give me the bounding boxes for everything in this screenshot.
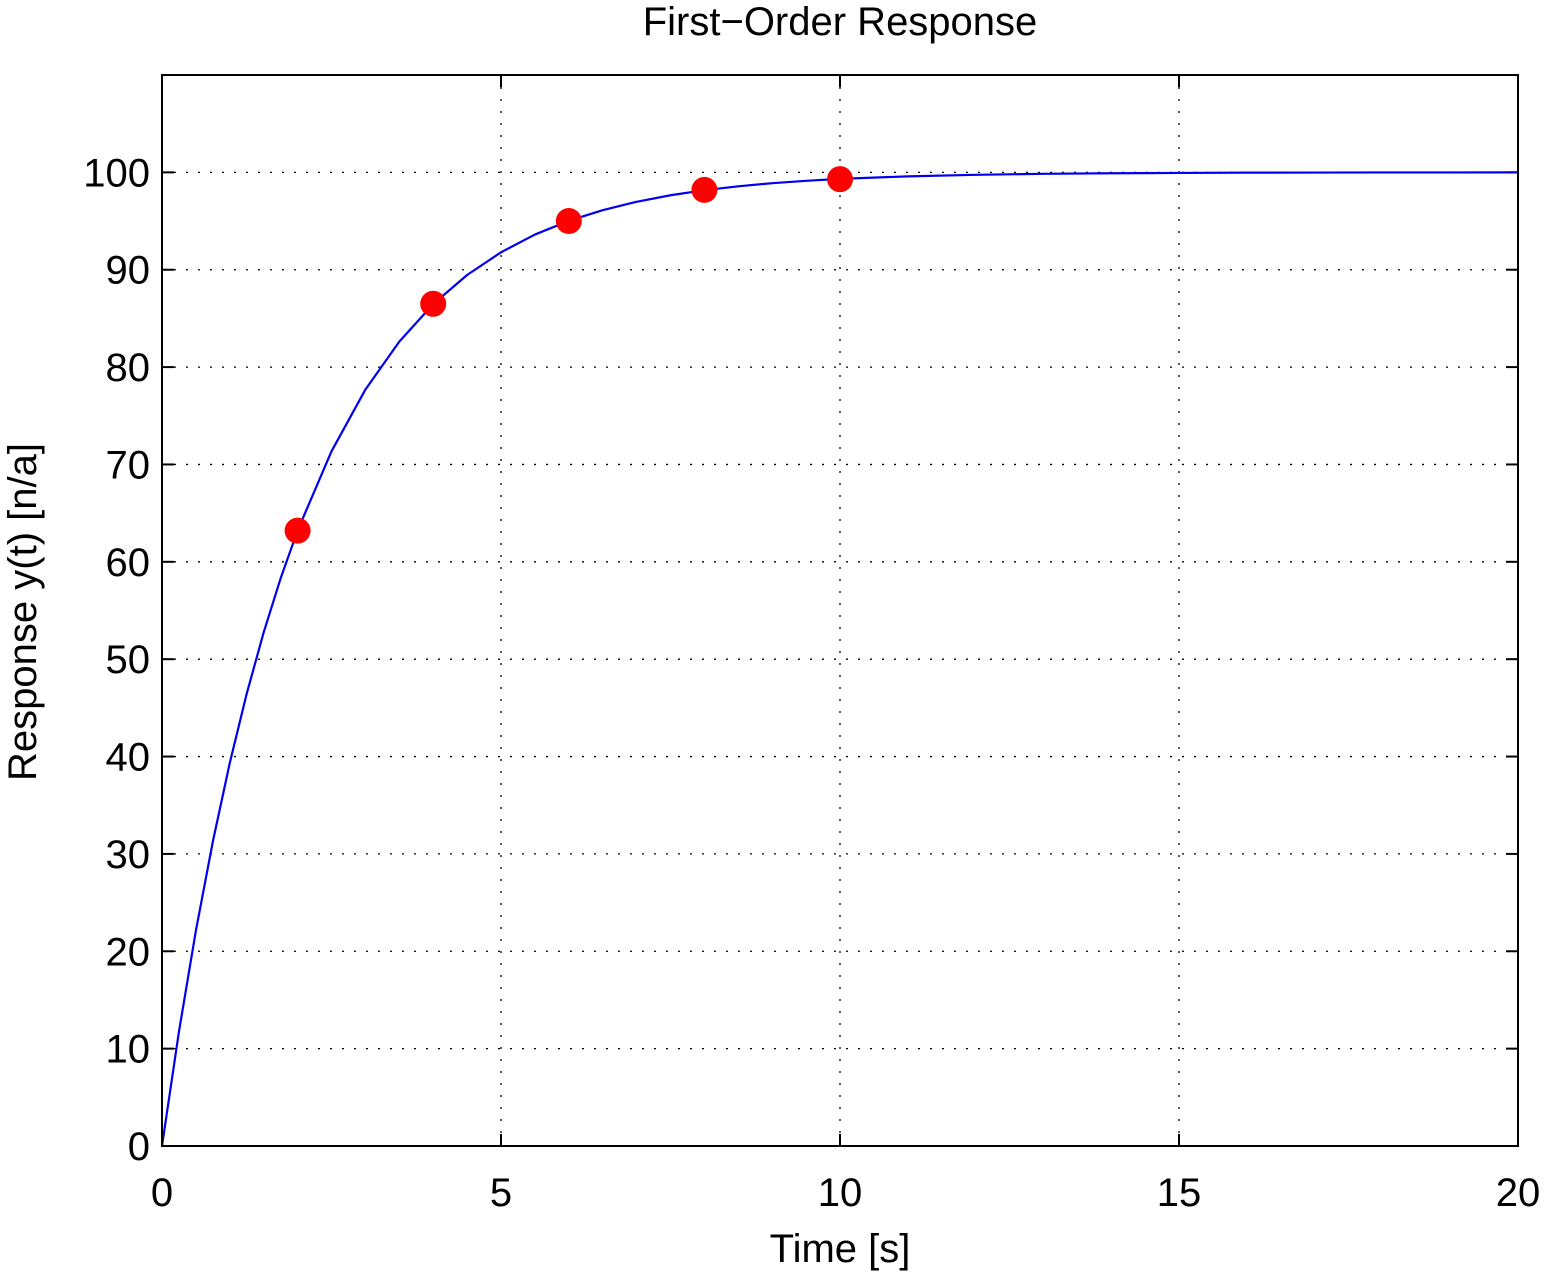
x-tick-label: 0 bbox=[151, 1171, 173, 1215]
y-tick-label: 0 bbox=[128, 1125, 150, 1169]
x-tick-label: 20 bbox=[1496, 1171, 1541, 1215]
grid-lines bbox=[162, 75, 1518, 1146]
y-tick-label: 50 bbox=[106, 638, 151, 682]
plot-frame bbox=[161, 74, 1519, 1147]
chart-title: First−Order Response bbox=[643, 0, 1038, 44]
sample-point bbox=[284, 517, 311, 544]
y-tick-labels: 0 10 20 30 40 50 60 70 80 90 100 bbox=[83, 151, 150, 1169]
sample-point bbox=[420, 290, 447, 317]
sample-point bbox=[691, 176, 718, 203]
x-tick-label: 15 bbox=[1157, 1171, 1202, 1215]
x-tick-label: 5 bbox=[490, 1171, 512, 1215]
x-tick-labels: 0 5 10 15 20 bbox=[151, 1171, 1540, 1215]
sample-point bbox=[827, 166, 853, 193]
y-tick-label: 80 bbox=[106, 346, 151, 390]
y-axis-label: Response y(t) [n/a] bbox=[1, 443, 45, 781]
y-tick-label: 20 bbox=[106, 930, 151, 974]
response-curve bbox=[160, 171, 1519, 1147]
axis-ticks bbox=[161, 75, 1519, 1147]
series-layer bbox=[160, 166, 1519, 1147]
y-tick-label: 10 bbox=[106, 1028, 151, 1072]
sample-point bbox=[555, 208, 582, 235]
y-tick-label: 40 bbox=[106, 736, 151, 780]
y-tick-label: 70 bbox=[106, 443, 151, 487]
x-axis-label: Time [s] bbox=[770, 1227, 911, 1271]
y-tick-label: 30 bbox=[106, 833, 151, 877]
x-tick-label: 10 bbox=[818, 1171, 863, 1215]
y-tick-label: 100 bbox=[83, 151, 150, 195]
y-tick-label: 60 bbox=[106, 541, 151, 585]
y-tick-label: 90 bbox=[106, 249, 151, 293]
